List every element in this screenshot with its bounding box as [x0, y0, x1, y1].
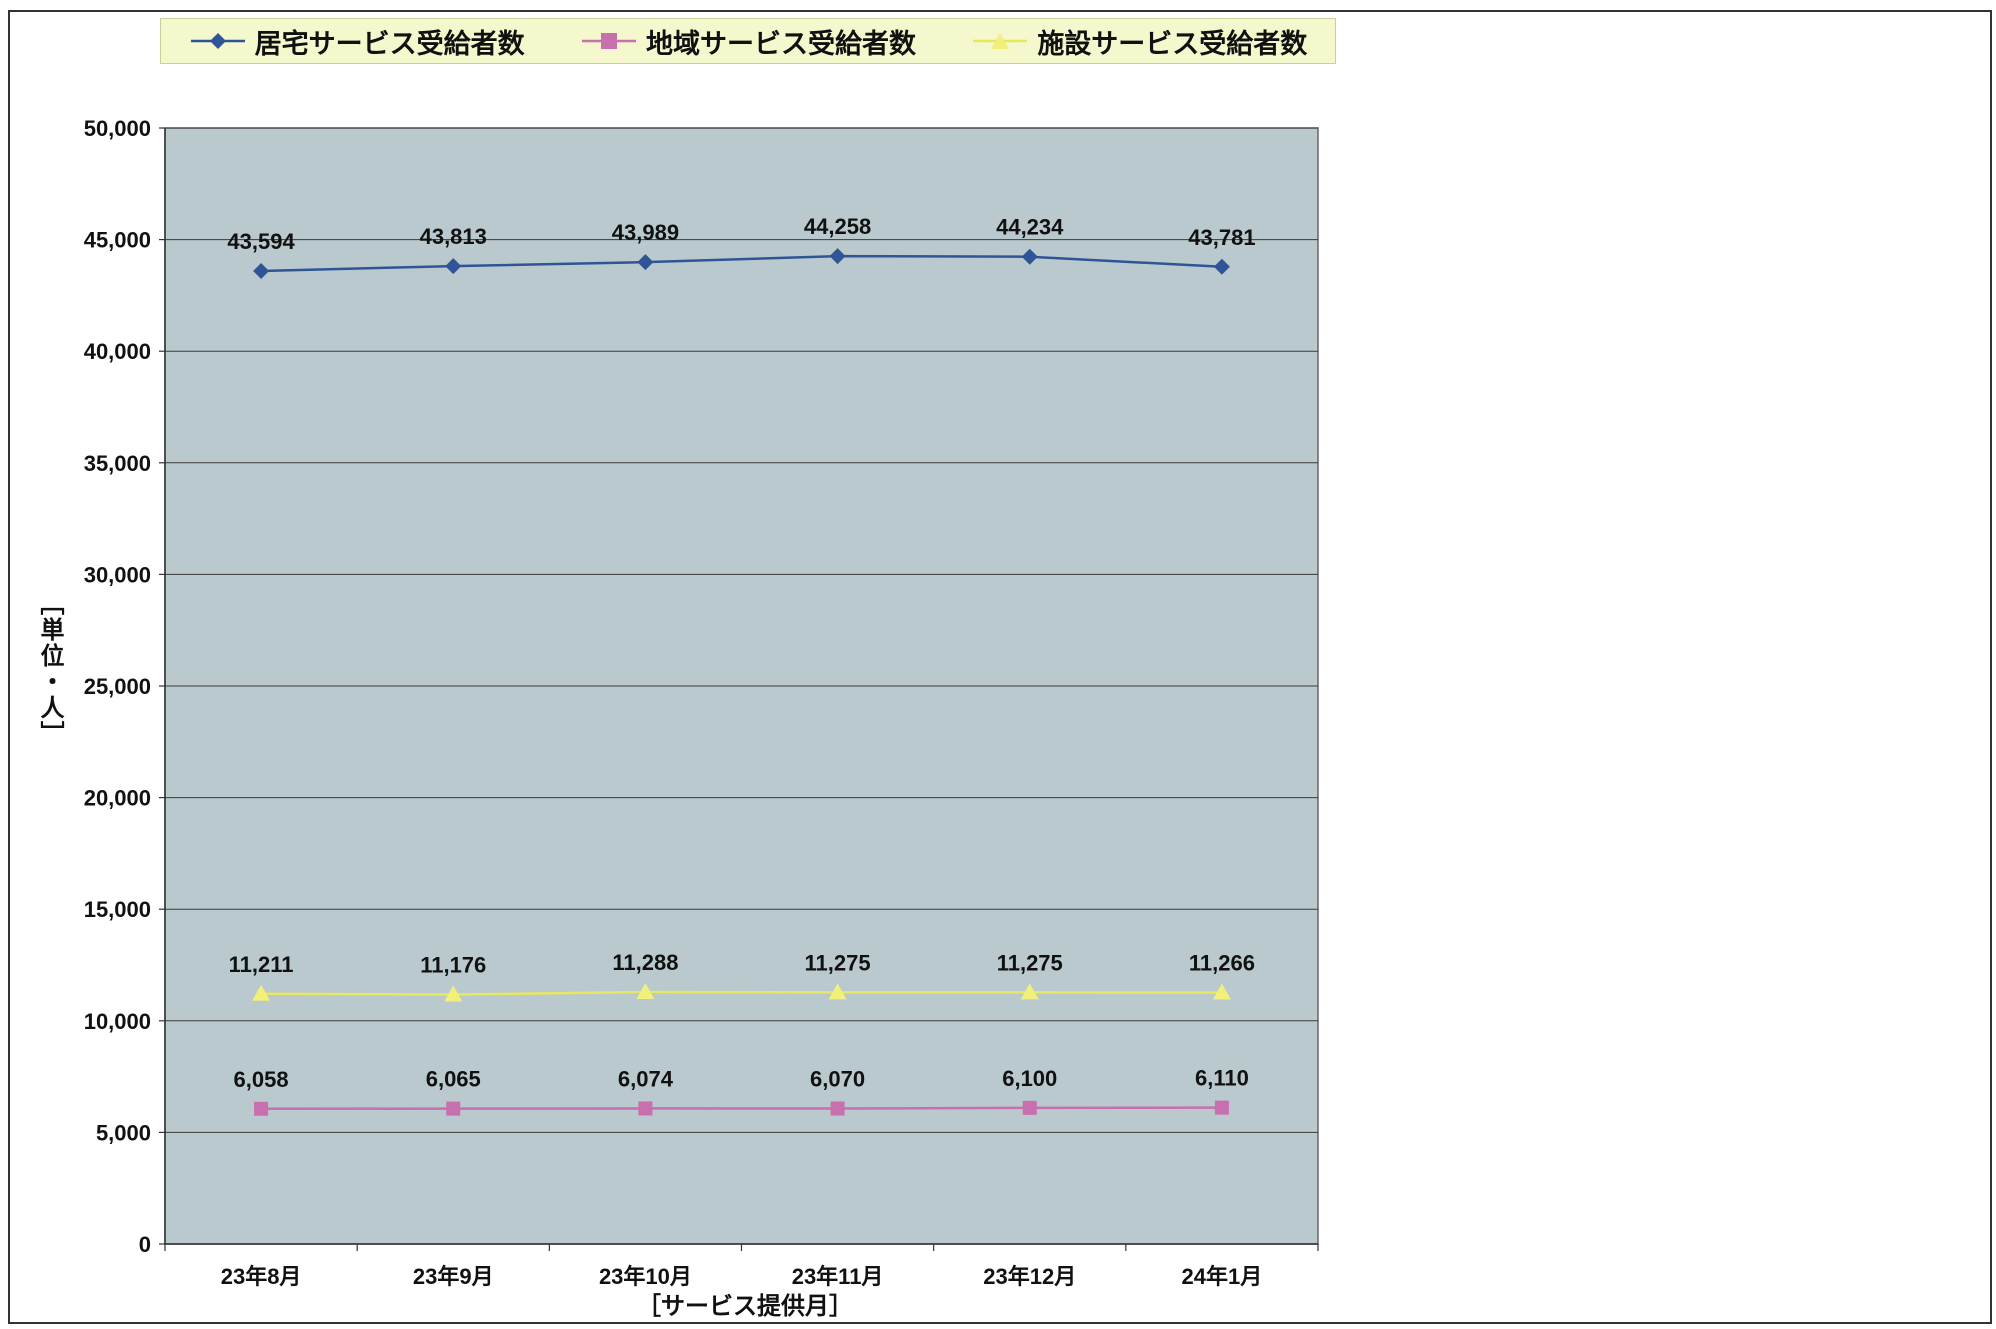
data-label: 43,989	[612, 220, 679, 245]
x-tick-label: 23年11月	[792, 1264, 884, 1289]
data-point	[1022, 1100, 1037, 1115]
y-tick-label: 5,000	[96, 1120, 151, 1145]
data-label: 44,258	[804, 214, 871, 239]
x-tick-label: 24年1月	[1182, 1264, 1263, 1289]
data-label: 43,813	[420, 224, 487, 249]
legend-label-community-service: 地域サービス受給者数	[645, 28, 916, 60]
data-label: 11,176	[420, 953, 486, 978]
data-label: 43,594	[227, 229, 295, 254]
series-line	[261, 990, 1222, 996]
legend-item-facility-service: 施設サービス受給者数	[971, 22, 1307, 61]
data-point	[638, 1101, 653, 1116]
x-tick-label: 23年8月	[221, 1264, 302, 1289]
y-tick-label: 40,000	[84, 339, 151, 364]
data-point	[252, 984, 271, 1001]
data-label: 6,065	[426, 1067, 481, 1092]
data-point	[1020, 983, 1039, 1000]
data-point	[253, 262, 270, 279]
data-label: 44,234	[996, 215, 1064, 240]
data-point	[636, 983, 655, 1000]
legend: 居宅サービス受給者数 地域サービス受給者数 施設サービス受給者数	[160, 18, 1336, 64]
legend-item-home-service: 居宅サービス受給者数	[189, 22, 525, 61]
y-axis-label: ［単位・人］	[36, 591, 64, 747]
series-line	[261, 1106, 1222, 1111]
data-label: 11,288	[612, 950, 678, 975]
legend-label-facility-service: 施設サービス受給者数	[1037, 28, 1308, 60]
data-label: 6,070	[810, 1067, 865, 1092]
data-label: 11,211	[229, 952, 294, 977]
x-tick-label: 23年10月	[599, 1264, 692, 1289]
y-tick-label: 35,000	[84, 451, 151, 476]
y-tick-label: 20,000	[84, 786, 151, 811]
data-label: 6,074	[618, 1066, 674, 1091]
data-point	[1021, 248, 1038, 265]
data-label: 6,110	[1195, 1066, 1249, 1091]
y-tick-label: 0	[139, 1232, 151, 1257]
data-point	[444, 985, 463, 1002]
y-tick-label: 25,000	[84, 674, 151, 699]
legend-label-home-service: 居宅サービス受給者数	[254, 28, 525, 60]
y-tick-label: 30,000	[84, 562, 151, 587]
data-label: 6,058	[234, 1067, 289, 1092]
x-tick-label: 23年12月	[983, 1264, 1076, 1289]
y-tick-label: 15,000	[84, 897, 151, 922]
data-point	[828, 983, 847, 1000]
data-point	[254, 1101, 269, 1116]
x-axis-label: ［サービス提供月］	[637, 1292, 853, 1320]
x-tick-label: 23年9月	[413, 1264, 494, 1289]
data-label: 6,100	[1002, 1066, 1057, 1091]
y-tick-label: 50,000	[84, 116, 151, 141]
data-point	[829, 248, 846, 265]
data-point	[637, 254, 654, 271]
data-point	[1214, 1100, 1229, 1115]
data-point	[445, 258, 462, 275]
data-point	[1213, 258, 1230, 275]
data-point	[446, 1101, 461, 1116]
legend-item-community-service: 地域サービス受給者数	[580, 22, 916, 61]
y-tick-label: 10,000	[84, 1009, 151, 1034]
series-line	[261, 254, 1222, 273]
y-tick-label: 45,000	[84, 228, 151, 253]
data-label: 11,266	[1189, 951, 1255, 976]
data-label: 43,781	[1188, 225, 1255, 250]
data-label: 11,275	[805, 950, 871, 975]
data-point	[1212, 983, 1231, 1000]
data-point	[830, 1101, 845, 1116]
data-label: 11,275	[997, 950, 1063, 975]
